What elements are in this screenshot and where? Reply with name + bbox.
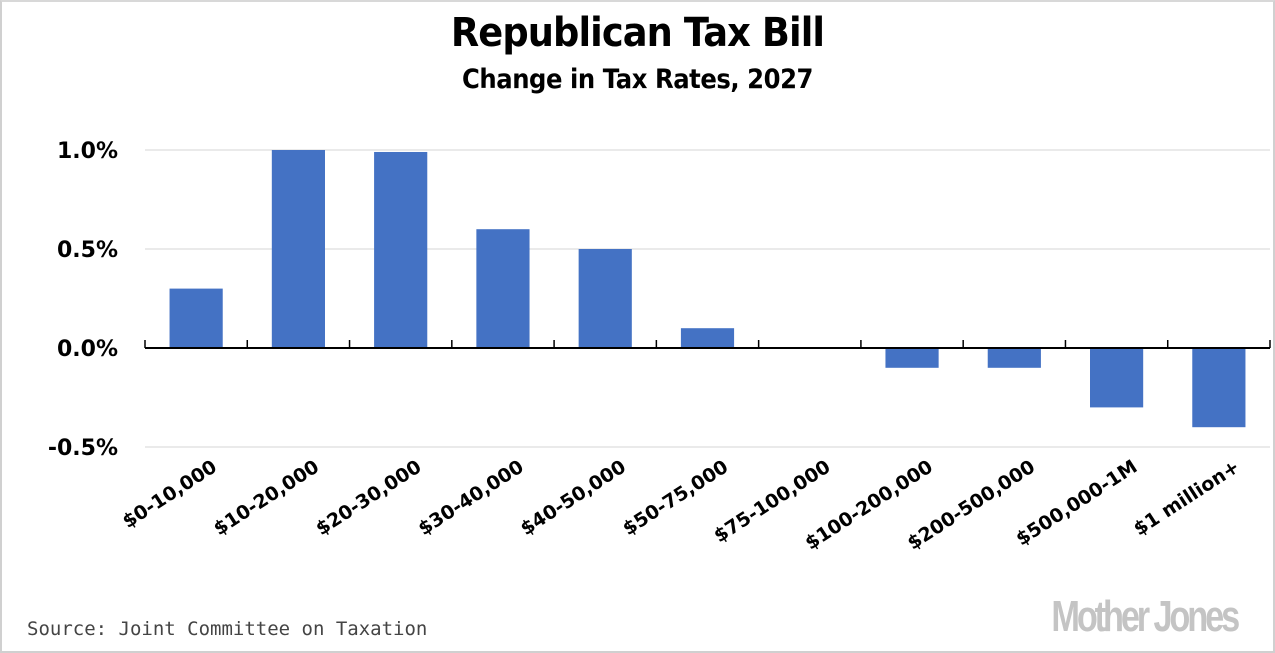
x-axis-ticks: $0-10,000$10-20,000$20-30,000$30-40,000$… [119,456,1244,555]
chart-title: Republican Tax Bill [450,10,825,56]
bar [885,348,939,368]
bar [578,249,632,348]
bar [169,288,223,348]
source-note: Source: Joint Committee on Taxation [27,618,428,640]
x-tick-label: $10-20,000 [210,456,323,540]
y-tick-label: 1.0% [57,139,118,164]
x-tick-label: $40-50,000 [517,456,630,540]
x-tick-label: $20-30,000 [312,456,425,540]
x-tick-label: $1 million+ [1130,456,1244,541]
bar [476,229,530,348]
y-tick-label: 0.0% [57,337,118,362]
chart-subtitle: Change in Tax Rates, 2027 [462,64,813,95]
y-axis-ticks: -0.5% 0.0% 0.5% 1.0% [48,139,118,461]
x-axis [144,340,1271,349]
x-tick-label: $30-40,000 [414,456,527,540]
bar [987,348,1041,368]
x-tick-label: $0-10,000 [119,456,221,533]
bars [169,150,1246,428]
y-tick-label: 0.5% [57,238,118,263]
mother-jones-logo: Mother Jones [1051,592,1240,641]
bar [374,151,428,348]
y-tick-label: -0.5% [48,436,118,461]
bar [1090,348,1144,408]
bar [271,150,325,348]
gridlines [145,149,1270,448]
bar [1192,348,1246,428]
bar [680,328,735,348]
